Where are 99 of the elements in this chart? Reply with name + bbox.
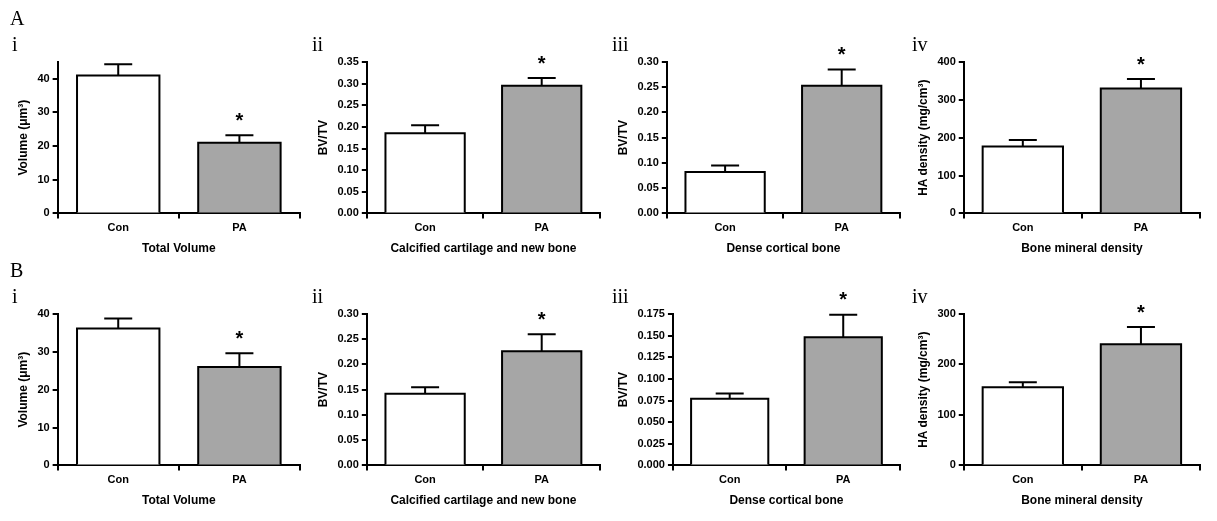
y-tick-label: 0.15 [637, 130, 659, 143]
y-tick-label: 100 [937, 168, 956, 181]
y-tick-label: 10 [37, 420, 50, 433]
y-tick-label: 0.20 [337, 119, 359, 132]
y-tick-label: 0.25 [337, 332, 359, 345]
y-tick-label: 300 [937, 307, 956, 320]
y-tick-label: 0.100 [637, 371, 665, 384]
y-tick-label: 40 [37, 307, 50, 320]
annotation: * [1137, 52, 1146, 75]
x-tick-label: Con [414, 473, 437, 486]
y-tick-label: 0.05 [337, 184, 359, 197]
y-tick-label: 0.125 [637, 350, 665, 363]
x-axis-title: Calcified cartilage and new bone [390, 493, 577, 508]
y-tick-label: 0.00 [637, 206, 659, 219]
y-axis-title: BV/TV [315, 372, 330, 408]
x-tick-label: PA [1133, 473, 1149, 486]
y-tick-label: 0.05 [337, 433, 359, 446]
annotation: * [537, 307, 546, 330]
chart-title: ii [312, 285, 324, 308]
chart-title: i [12, 285, 18, 308]
x-axis-title: Total Volume [142, 493, 216, 508]
y-axis-title: Volume (μm³) [15, 351, 30, 428]
y-tick-label: 0.00 [337, 206, 359, 219]
chart-title: ii [312, 33, 324, 56]
x-tick-label: PA [834, 221, 849, 234]
annotation: * [235, 326, 244, 349]
y-tick-label: 0.10 [337, 163, 359, 176]
y-tick-label: 0.025 [637, 436, 665, 449]
y-tick-label: 300 [937, 92, 956, 105]
x-axis-title: Bone mineral density [1021, 241, 1143, 256]
x-tick-label: PA [534, 221, 549, 234]
chart-title: iv [912, 285, 928, 308]
y-tick-label: 40 [37, 71, 50, 84]
y-tick-label: 20 [37, 382, 50, 395]
y-tick-label: 0.20 [637, 105, 659, 118]
chart-title: iii [612, 33, 630, 56]
y-tick-label: 10 [37, 172, 50, 185]
x-tick-label: PA [232, 221, 247, 234]
chart-title: iv [912, 33, 928, 56]
x-tick-label: Con [107, 221, 130, 234]
y-tick-label: 0.175 [637, 307, 665, 320]
y-tick-label: 0.075 [637, 393, 665, 406]
x-axis-title: Bone mineral density [1021, 493, 1143, 508]
y-tick-label: 0.050 [637, 415, 665, 428]
x-tick-label: Con [414, 221, 437, 234]
y-tick-label: 0.25 [337, 98, 359, 111]
y-tick-label: 0.15 [337, 382, 359, 395]
y-axis-title: Volume (μm³) [15, 99, 30, 176]
y-tick-label: 0.00 [337, 458, 359, 471]
annotation: * [837, 43, 846, 66]
y-tick-label: 100 [937, 407, 956, 420]
x-tick-label: Con [1012, 221, 1034, 234]
y-tick-label: 0.10 [637, 155, 659, 168]
x-tick-label: Con [714, 221, 737, 234]
x-tick-label: PA [1133, 221, 1149, 234]
y-axis-title: BV/TV [315, 120, 330, 156]
y-tick-label: 30 [37, 105, 50, 118]
x-tick-label: PA [232, 473, 247, 486]
x-tick-label: PA [836, 473, 851, 486]
y-axis-title: BV/TV [615, 372, 630, 408]
y-tick-label: 0.15 [337, 141, 359, 154]
chart-title: iii [612, 285, 630, 308]
x-axis-title: Calcified cartilage and new bone [390, 241, 577, 256]
annotation: * [235, 108, 244, 131]
x-tick-label: Con [719, 473, 741, 486]
x-axis-title: Dense cortical bone [726, 241, 841, 256]
text: A [10, 7, 25, 30]
y-tick-label: 0.30 [337, 307, 359, 320]
y-axis-title: BV/TV [615, 120, 630, 156]
y-tick-label: 0 [43, 458, 50, 471]
y-tick-label: 200 [937, 357, 956, 370]
annotation: * [537, 51, 546, 74]
y-axis-title: HA density (mg/cm³) [915, 331, 930, 448]
annotation: * [1137, 300, 1146, 323]
y-tick-label: 20 [37, 139, 50, 152]
y-tick-label: 0.05 [637, 181, 659, 194]
x-tick-label: Con [1012, 473, 1034, 486]
x-axis-title: Total Volume [142, 241, 216, 256]
y-tick-label: 0.30 [637, 55, 659, 68]
chart-title: i [12, 33, 18, 56]
y-tick-label: 30 [37, 344, 50, 357]
annotation: * [839, 288, 848, 311]
y-axis-title: HA density (mg/cm³) [915, 79, 930, 196]
x-tick-label: PA [534, 473, 549, 486]
y-tick-label: 0 [949, 458, 956, 471]
y-tick-label: 0.10 [337, 407, 359, 420]
x-tick-label: Con [107, 473, 130, 486]
y-tick-label: 0 [949, 206, 956, 219]
y-tick-label: 200 [937, 130, 956, 143]
x-axis-title: Dense cortical bone [729, 493, 844, 508]
text: B [10, 259, 24, 282]
y-tick-label: 0.20 [337, 357, 359, 370]
y-tick-label: 0.35 [337, 55, 359, 68]
y-tick-label: 0.30 [337, 76, 359, 89]
y-tick-label: 0.25 [637, 80, 659, 93]
y-tick-label: 0.000 [637, 458, 665, 471]
y-tick-label: 0 [43, 206, 50, 219]
y-tick-label: 0.150 [637, 328, 665, 341]
y-tick-label: 400 [937, 55, 956, 68]
